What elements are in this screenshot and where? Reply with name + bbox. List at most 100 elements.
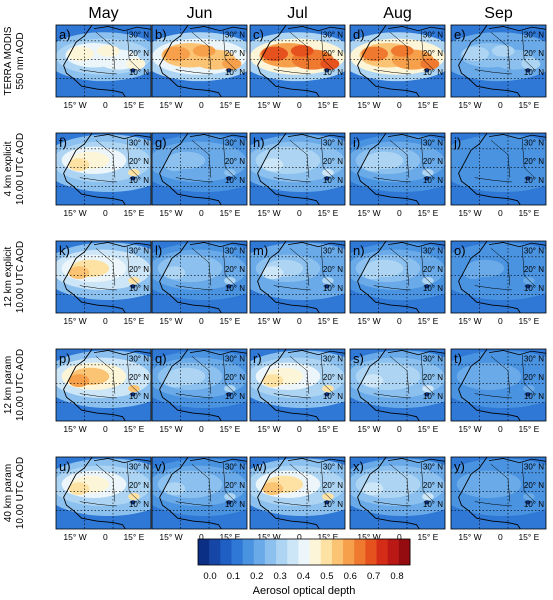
lat-tick-label: 10° N — [423, 284, 443, 293]
lat-tick-label: 20° N — [524, 157, 544, 166]
lat-tick-label: 20° N — [225, 157, 245, 166]
lat-tick-label: 30° N — [423, 30, 443, 39]
lat-tick-label: 30° N — [423, 138, 443, 147]
panel-label: j) — [453, 135, 461, 150]
lon-tick-label: 15° E — [317, 424, 338, 434]
colorbar-tick-label: 0.2 — [250, 571, 263, 582]
lon-tick-label: 15° W — [159, 208, 182, 218]
colorbar: 0.0 0.1 0.2 0.3 0.4 0.5 0.6 0.7 0.8 Aerosol optic… — [197, 538, 411, 597]
colorbar-swatch — [253, 539, 266, 565]
lat-tick-label: 30° N — [524, 462, 544, 471]
colorbar-tick-label: 0.5 — [320, 571, 333, 582]
map-panel-p: p) 30° N 20° N 10° N 15° W 0 15° E — [55, 348, 152, 434]
map-panel-grid: a) 30° N 20° N 10° N 15° W 0 15° E b) 30° N 20° N… — [55, 24, 547, 542]
lat-tick-label: 30° N — [423, 246, 443, 255]
lat-tick-label: 20° N — [423, 265, 443, 274]
lon-tick-label: 15° E — [518, 424, 539, 434]
lat-tick-label: 30° N — [524, 354, 544, 363]
lon-tick-label: 15° W — [63, 316, 86, 326]
lon-tick-label: 15° W — [458, 532, 481, 542]
lon-tick-label: 15° W — [357, 100, 380, 110]
lat-tick-label: 10° N — [423, 176, 443, 185]
lat-tick-label: 20° N — [323, 481, 343, 490]
map-panel-f: f) 30° N 20° N 10° N 15° W 0 15° E — [55, 132, 152, 218]
row-label-line: TERRA MODIS — [3, 26, 14, 95]
lat-tick-label: 10° N — [225, 68, 245, 77]
lon-tick-label: 15° E — [317, 316, 338, 326]
map-panel-t: t) 30° N 20° N 10° N 15° W 0 15° E — [450, 348, 547, 434]
lat-tick-label: 30° N — [225, 354, 245, 363]
row-label-line: 10.00 UTC AOD — [15, 241, 26, 313]
colorbar-swatch — [376, 539, 389, 565]
colorbar-tick-label: 0.6 — [344, 571, 357, 582]
lon-tick-label: 0 — [297, 424, 302, 434]
lat-tick-label: 10° N — [129, 392, 149, 401]
lat-tick-label: 10° N — [323, 392, 343, 401]
lat-tick-label: 10° N — [524, 284, 544, 293]
lon-tick-label: 15° E — [518, 100, 539, 110]
colorbar-swatch — [231, 539, 244, 565]
panel-label: h) — [253, 135, 265, 150]
map-panel-u: u) 30° N 20° N 10° N 15° W 0 15° E — [55, 456, 152, 542]
colorbar-swatch — [220, 539, 232, 565]
colorbar-swatch — [198, 539, 210, 565]
lon-tick-label: 15° W — [159, 424, 182, 434]
lat-tick-label: 20° N — [524, 481, 544, 490]
lon-tick-label: 15° E — [417, 424, 438, 434]
map-panel-d: d) 30° N 20° N 10° N 15° W 0 15° E — [349, 24, 446, 110]
lat-tick-label: 20° N — [129, 49, 149, 58]
lon-tick-label: 15° E — [123, 316, 144, 326]
lat-tick-label: 20° N — [423, 373, 443, 382]
lon-tick-label: 15° W — [458, 208, 481, 218]
lat-tick-label: 20° N — [524, 265, 544, 274]
lon-tick-label: 0 — [397, 316, 402, 326]
row-label-line: 10.00 UTC AOD — [15, 349, 26, 421]
panel-label: f) — [59, 135, 67, 150]
row-label-4: 40 km param 10.00 UTC AOD — [3, 457, 26, 529]
map-panel-j: j) 30° N 20° N 10° N 15° W 0 15° E — [450, 132, 547, 218]
panel-label: e) — [454, 27, 466, 42]
lon-tick-label: 15° W — [458, 424, 481, 434]
lat-tick-label: 30° N — [225, 246, 245, 255]
lat-tick-label: 20° N — [129, 481, 149, 490]
colorbar-swatch — [276, 539, 288, 565]
panel-label: n) — [353, 243, 365, 258]
lon-tick-label: 15° W — [257, 424, 280, 434]
map-panel-k: k) 30° N 20° N 10° N 15° W 0 15° E — [55, 240, 152, 326]
lon-tick-label: 0 — [199, 208, 204, 218]
lat-tick-label: 30° N — [423, 354, 443, 363]
lon-tick-label: 15° W — [357, 208, 380, 218]
lat-tick-label: 10° N — [323, 500, 343, 509]
colorbar-title: Aerosol optical depth — [253, 585, 356, 597]
map-panel-l: l) 30° N 20° N 10° N 15° W 0 15° E — [151, 240, 248, 326]
lon-tick-label: 15° W — [257, 532, 280, 542]
map-panel-h: h) 30° N 20° N 10° N 15° W 0 15° E — [249, 132, 346, 218]
panel-label: t) — [454, 351, 462, 366]
lon-tick-label: 15° W — [63, 100, 86, 110]
lat-tick-label: 20° N — [225, 373, 245, 382]
row-label-2: 12 km explicit 10.00 UTC AOD — [3, 241, 26, 313]
lat-tick-label: 20° N — [323, 157, 343, 166]
colorbar-tick-label: 0.1 — [227, 571, 240, 582]
lon-tick-label: 0 — [498, 208, 503, 218]
colorbar-tick-label: 0.3 — [274, 571, 287, 582]
lon-tick-label: 15° W — [458, 316, 481, 326]
lon-tick-label: 15° E — [518, 316, 539, 326]
lon-tick-label: 0 — [199, 424, 204, 434]
lat-tick-label: 10° N — [129, 68, 149, 77]
lat-tick-label: 10° N — [129, 176, 149, 185]
colorbar-swatch — [264, 539, 277, 565]
lon-tick-label: 15° E — [219, 208, 240, 218]
lat-tick-label: 20° N — [129, 373, 149, 382]
colorbar-swatch — [343, 539, 355, 565]
lon-tick-label: 0 — [297, 316, 302, 326]
lon-tick-label: 15° E — [417, 100, 438, 110]
lon-tick-label: 0 — [297, 532, 302, 542]
lat-tick-label: 30° N — [323, 30, 343, 39]
lat-tick-label: 30° N — [129, 354, 149, 363]
map-panel-q: q) 30° N 20° N 10° N 15° W 0 15° E — [151, 348, 248, 434]
lat-tick-label: 30° N — [524, 30, 544, 39]
map-panel-i: i) 30° N 20° N 10° N 15° W 0 15° E — [349, 132, 446, 218]
